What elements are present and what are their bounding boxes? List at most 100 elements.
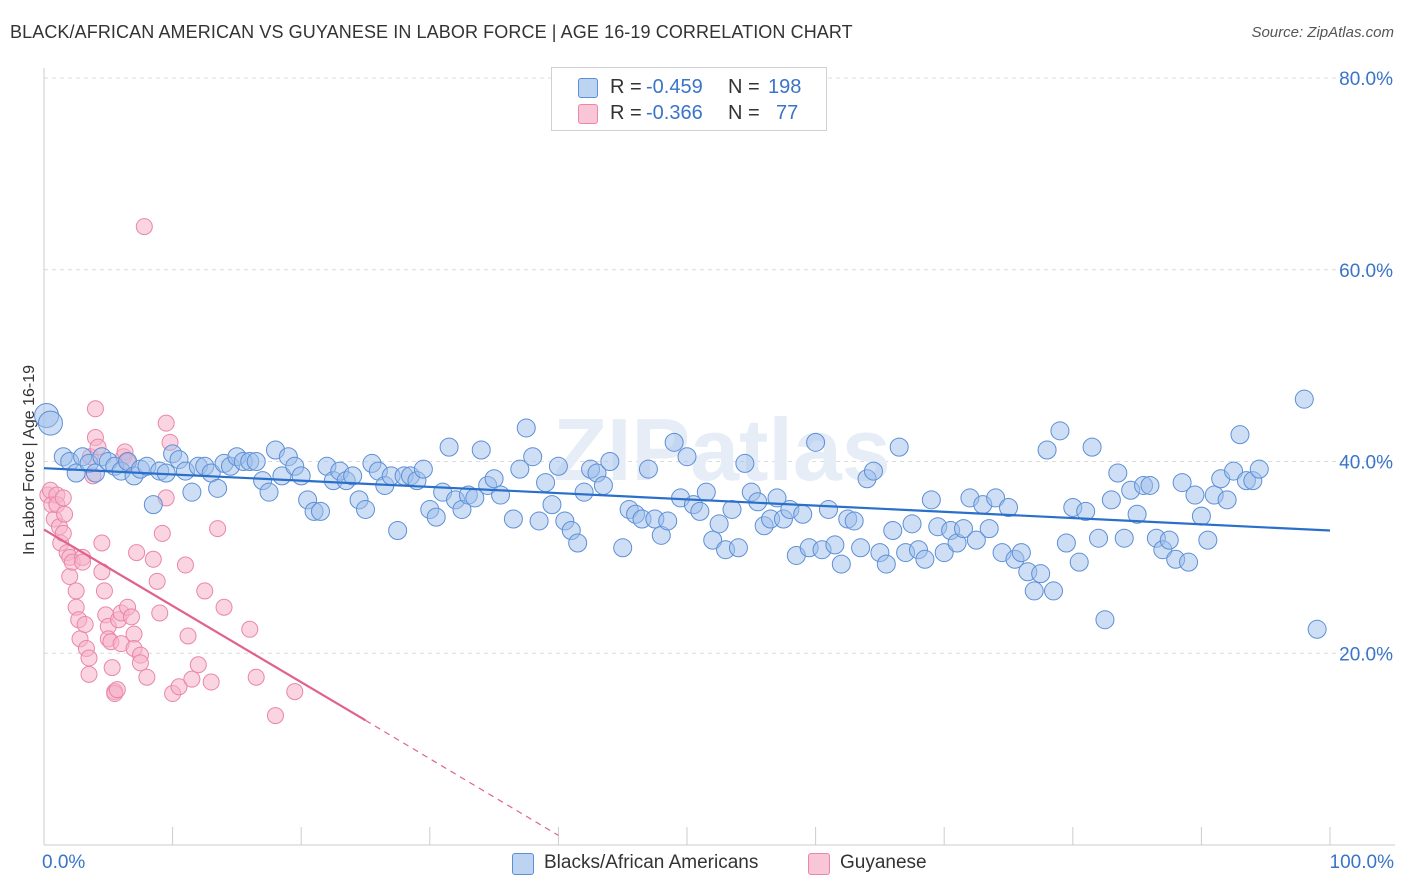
guyanese-point xyxy=(93,534,111,552)
series-legend: Blacks/African Americans Guyanese xyxy=(0,851,1406,877)
y-tick-label: 40.0% xyxy=(1339,453,1393,474)
r-value: -0.366 xyxy=(646,102,703,124)
black-african-american-point xyxy=(831,554,851,574)
y-tick-label: 20.0% xyxy=(1339,644,1393,665)
black-african-american-point xyxy=(793,504,813,524)
black-african-american-point xyxy=(1076,501,1096,521)
black-african-american-point xyxy=(921,490,941,510)
black-african-american-point xyxy=(568,533,588,553)
blue-swatch xyxy=(578,78,598,98)
guyanese-point xyxy=(183,670,201,688)
black-african-american-point xyxy=(1089,528,1109,548)
black-african-american-point xyxy=(1217,490,1237,510)
black-african-american-point xyxy=(600,452,620,471)
black-african-american-point xyxy=(1198,530,1218,550)
black-african-american-point xyxy=(889,437,909,457)
guyanese-point xyxy=(157,414,175,432)
black-african-american-point xyxy=(37,410,63,436)
black-african-american-point xyxy=(703,530,723,550)
correlation-legend: R = -0.459 N = 198 R = -0.366 N = 77 xyxy=(551,67,827,131)
black-african-american-point xyxy=(1127,504,1147,524)
guyanese-point xyxy=(86,400,104,418)
black-african-american-point xyxy=(728,538,748,558)
pink-swatch xyxy=(578,104,598,124)
black-african-american-point xyxy=(413,459,433,479)
black-african-american-point xyxy=(1185,485,1205,505)
black-african-american-point xyxy=(696,482,716,502)
black-african-american-point xyxy=(471,440,491,460)
black-african-american-point xyxy=(735,453,755,473)
guyanese-point xyxy=(189,656,207,674)
black-african-american-point xyxy=(953,519,973,539)
guyanese-point xyxy=(67,582,85,600)
y-tick-labels: 20.0% 40.0% 60.0% 80.0% xyxy=(1339,69,1393,665)
black-african-american-point xyxy=(356,499,375,519)
guyanese-point xyxy=(196,582,214,600)
black-african-american-point xyxy=(343,466,363,486)
black-african-american-point xyxy=(548,456,568,476)
guyanese-point xyxy=(54,524,72,542)
r-label: R = xyxy=(610,76,642,98)
x-tick-label-min: 0.0% xyxy=(42,852,86,873)
guyanese-point xyxy=(74,553,92,571)
black-african-american-point xyxy=(1095,610,1115,630)
guyanese-point xyxy=(128,544,146,562)
black-african-american-point xyxy=(883,521,903,541)
black-african-american-point xyxy=(310,501,330,521)
black-african-american-point xyxy=(143,495,163,515)
black-african-american-point xyxy=(259,482,279,502)
black-african-american-point xyxy=(1056,533,1076,553)
n-label: N = xyxy=(728,102,760,124)
black-african-american-point xyxy=(658,511,678,531)
blue-swatch xyxy=(512,853,534,875)
axis-layer xyxy=(43,68,1395,846)
black-african-american-point xyxy=(574,482,594,502)
black-african-american-point xyxy=(1114,528,1134,548)
black-african-american-point xyxy=(690,501,710,521)
black-african-american-point xyxy=(1294,389,1314,409)
black-african-american-point xyxy=(426,507,446,527)
black-african-american-point xyxy=(593,475,613,495)
r-label: R = xyxy=(610,102,642,124)
guyanese-point xyxy=(56,505,74,523)
guyanese-point xyxy=(54,489,72,507)
pink-swatch xyxy=(808,853,830,875)
black-african-american-point xyxy=(1224,461,1244,481)
black-african-american-point xyxy=(208,478,228,498)
black-african-american-point xyxy=(1140,475,1160,495)
black-african-american-point xyxy=(1050,421,1070,441)
guyanese-point xyxy=(122,608,140,626)
black-african-american-points xyxy=(34,389,1327,639)
guyanese-trend-extension xyxy=(365,719,559,836)
black-african-american-point xyxy=(979,519,999,539)
black-african-american-point xyxy=(1108,463,1128,483)
guyanese-point xyxy=(176,556,194,574)
black-african-american-point xyxy=(1159,530,1179,550)
guyanese-point xyxy=(135,218,153,236)
black-african-american-point xyxy=(536,473,556,493)
black-african-american-point xyxy=(934,543,954,563)
black-african-american-point xyxy=(1307,619,1327,639)
black-african-american-point xyxy=(825,535,845,555)
black-african-american-point xyxy=(491,485,511,505)
black-african-american-point xyxy=(613,538,633,558)
black-african-american-point xyxy=(876,554,896,574)
guyanese-point xyxy=(138,668,156,686)
black-african-american-point xyxy=(439,437,459,457)
guyanese-point xyxy=(95,582,113,600)
x-tick-label-max: 100.0% xyxy=(1329,852,1394,873)
black-african-american-point xyxy=(851,538,871,558)
black-african-american-point xyxy=(986,488,1006,508)
black-african-american-point xyxy=(818,499,838,519)
black-african-american-point xyxy=(806,432,826,452)
guyanese-point xyxy=(76,615,94,633)
y-tick-label: 80.0% xyxy=(1339,69,1393,90)
guyanese-point xyxy=(108,681,126,699)
chart-title: BLACK/AFRICAN AMERICAN VS GUYANESE IN LA… xyxy=(10,22,853,42)
guyanese-point xyxy=(80,649,98,667)
guyanese-point xyxy=(202,673,220,691)
black-african-american-point xyxy=(516,418,536,438)
legend-label: Guyanese xyxy=(840,852,927,873)
guyanese-point xyxy=(131,654,149,672)
n-value: 77 xyxy=(776,102,799,124)
